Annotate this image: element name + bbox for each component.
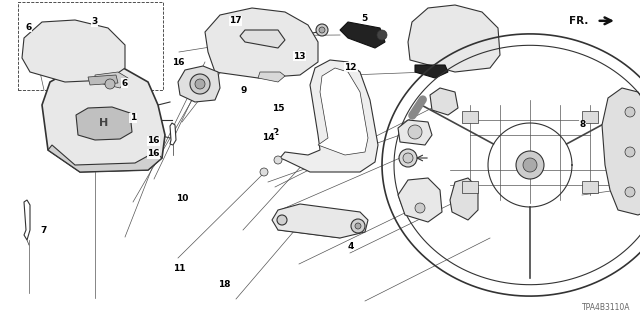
Polygon shape (258, 72, 285, 82)
Polygon shape (398, 178, 442, 222)
Polygon shape (415, 65, 448, 78)
Polygon shape (22, 20, 125, 82)
Text: 16: 16 (147, 149, 160, 158)
Bar (582, 111, 598, 123)
Text: 16: 16 (147, 136, 160, 145)
Circle shape (625, 147, 635, 157)
Circle shape (415, 203, 425, 213)
Text: 10: 10 (176, 194, 189, 203)
Circle shape (190, 74, 210, 94)
Circle shape (105, 79, 115, 89)
Text: H: H (99, 118, 109, 128)
Circle shape (523, 158, 537, 172)
Text: 6: 6 (122, 79, 128, 88)
Circle shape (351, 219, 365, 233)
Polygon shape (280, 60, 378, 172)
Bar (18, 2, 163, 90)
Circle shape (260, 168, 268, 176)
Polygon shape (602, 88, 640, 215)
Text: 3: 3 (92, 17, 98, 26)
Polygon shape (205, 8, 318, 78)
Circle shape (399, 149, 417, 167)
Text: 18: 18 (218, 280, 230, 289)
Text: 11: 11 (173, 264, 186, 273)
Circle shape (277, 215, 287, 225)
Polygon shape (24, 200, 30, 240)
Polygon shape (408, 5, 500, 72)
Polygon shape (240, 30, 285, 48)
Circle shape (403, 153, 413, 163)
Polygon shape (42, 65, 165, 172)
Text: 2: 2 (272, 128, 278, 137)
Polygon shape (76, 107, 132, 140)
Bar (462, 111, 478, 123)
Text: 5: 5 (362, 14, 368, 23)
Text: TPA4B3110A: TPA4B3110A (582, 303, 630, 312)
Bar (582, 181, 598, 193)
Circle shape (274, 156, 282, 164)
Circle shape (516, 151, 544, 179)
Circle shape (195, 79, 205, 89)
Text: FR.: FR. (570, 16, 589, 26)
Text: 6: 6 (26, 23, 32, 32)
Circle shape (408, 125, 422, 139)
Polygon shape (95, 72, 128, 88)
Text: 4: 4 (348, 242, 354, 251)
Polygon shape (430, 88, 458, 115)
Polygon shape (318, 68, 368, 155)
Circle shape (377, 30, 387, 40)
Text: 1: 1 (130, 113, 136, 122)
Polygon shape (272, 204, 368, 238)
Text: 9: 9 (240, 86, 246, 95)
Text: 8: 8 (579, 120, 586, 129)
Circle shape (316, 24, 328, 36)
Polygon shape (88, 75, 118, 85)
Text: 14: 14 (262, 133, 275, 142)
Text: 13: 13 (293, 52, 306, 60)
Polygon shape (450, 178, 478, 220)
Text: 16: 16 (172, 58, 184, 67)
Text: 12: 12 (344, 63, 357, 72)
Polygon shape (48, 145, 162, 172)
Polygon shape (340, 22, 385, 48)
Text: 17: 17 (229, 16, 242, 25)
Circle shape (625, 107, 635, 117)
Circle shape (625, 187, 635, 197)
Bar (462, 181, 478, 193)
Text: 15: 15 (272, 104, 285, 113)
Polygon shape (398, 120, 432, 145)
Polygon shape (170, 123, 176, 145)
Circle shape (355, 223, 361, 229)
Polygon shape (178, 66, 220, 102)
Circle shape (319, 27, 325, 33)
Text: 7: 7 (40, 226, 47, 235)
